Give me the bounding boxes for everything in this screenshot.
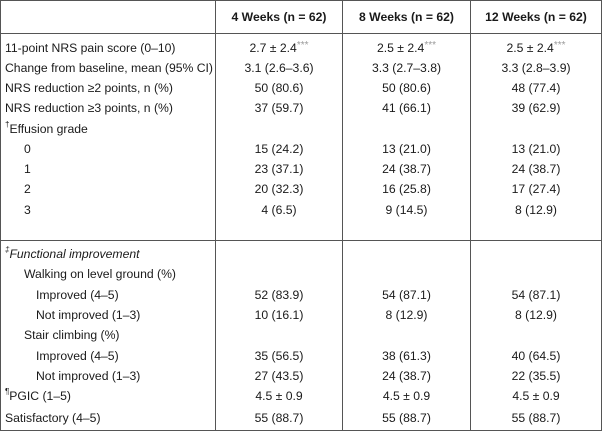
significance-mark: *** — [424, 40, 437, 52]
table-row: NRS reduction ≥3 points, n (%) 37 (59.7)… — [0, 98, 602, 119]
cell-value: 9 (14.5) — [342, 199, 471, 220]
cell-value: 37 (59.7) — [215, 98, 343, 119]
header-12-weeks: 12 Weeks (n = 62) — [470, 0, 602, 34]
significance-mark: *** — [296, 40, 309, 52]
significance-mark: *** — [553, 40, 566, 52]
cell-value: 16 (25.8) — [342, 179, 471, 200]
cell-value: 15 (24.2) — [215, 138, 343, 159]
cell-value: 4.5 ± 0.9 — [470, 385, 602, 407]
table-row: 11-point NRS pain score (0–10) 2.7 ± 2.4… — [0, 33, 602, 58]
footnote-mark: ¶ — [5, 387, 10, 397]
cell-value: 3.1 (2.6–3.6) — [215, 57, 343, 78]
section-functional: ‡Functional improvement Walking on level… — [0, 239, 602, 431]
table-row: Change from baseline, mean (95% CI) 3.1 … — [0, 57, 602, 78]
pgic-label: ¶PGIC (1–5) — [0, 385, 216, 407]
row-label: Not improved (1–3) — [0, 304, 216, 326]
cell-value: 52 (83.9) — [215, 284, 343, 305]
table-row: ¶PGIC (1–5) 4.5 ± 0.9 4.5 ± 0.9 4.5 ± 0.… — [0, 385, 602, 407]
functional-heading: ‡Functional improvement — [0, 239, 216, 265]
cell-value: 39 (62.9) — [470, 98, 602, 119]
cell-value: 50 (80.6) — [342, 77, 471, 99]
stair-heading: Stair climbing (%) — [0, 325, 216, 346]
table-row: 3 4 (6.5) 9 (14.5) 8 (12.9) — [0, 199, 602, 220]
cell-value: 24 (38.7) — [342, 365, 471, 386]
cell-value: 2.5 ± 2.4*** — [342, 33, 471, 58]
cell-value: 48 (77.4) — [470, 77, 602, 99]
table-row: 1 23 (37.1) 24 (38.7) 24 (38.7) — [0, 158, 602, 180]
table-row: Satisfactory (4–5) 55 (88.7) 55 (88.7) 5… — [0, 406, 602, 431]
cell-value: 4.5 ± 0.9 — [215, 385, 343, 407]
cell-value: 55 (88.7) — [342, 406, 471, 431]
table-row: †Effusion grade — [0, 118, 602, 139]
cell-value: 40 (64.5) — [470, 345, 602, 366]
table-row: Not improved (1–3) 10 (16.1) 8 (12.9) 8 … — [0, 304, 602, 326]
cell-value: 13 (21.0) — [470, 138, 602, 159]
cell-value: 35 (56.5) — [215, 345, 343, 366]
cell-value: 23 (37.1) — [215, 158, 343, 180]
row-label: NRS reduction ≥2 points, n (%) — [0, 77, 216, 99]
table-row: 0 15 (24.2) 13 (21.0) 13 (21.0) — [0, 138, 602, 159]
header-row: 4 Weeks (n = 62) 8 Weeks (n = 62) 12 Wee… — [0, 0, 602, 34]
cell-value: 54 (87.1) — [342, 284, 471, 305]
cell-value: 8 (12.9) — [342, 304, 471, 326]
cell-value: 2.5 ± 2.4*** — [470, 33, 602, 58]
section-spacer — [0, 219, 602, 241]
table-row: Walking on level ground (%) — [0, 264, 602, 285]
header-empty — [0, 0, 216, 34]
row-label: 11-point NRS pain score (0–10) — [0, 33, 216, 58]
row-label: 0 — [0, 138, 216, 159]
footnote-mark: † — [5, 119, 10, 129]
row-label: 2 — [0, 179, 216, 200]
row-label: Not improved (1–3) — [0, 365, 216, 386]
cell-value: 55 (88.7) — [470, 406, 602, 431]
cell-value: 20 (32.3) — [215, 179, 343, 200]
table-row: Stair climbing (%) — [0, 325, 602, 346]
row-label: 3 — [0, 199, 216, 220]
effusion-heading: †Effusion grade — [0, 118, 216, 139]
walking-heading: Walking on level ground (%) — [0, 264, 216, 285]
cell-value: 2.7 ± 2.4*** — [215, 33, 343, 58]
row-label: 1 — [0, 158, 216, 180]
cell-value: 22 (35.5) — [470, 365, 602, 386]
cell-value: 17 (27.4) — [470, 179, 602, 200]
cell-value: 8 (12.9) — [470, 304, 602, 326]
row-label: Improved (4–5) — [0, 284, 216, 305]
row-label: Change from baseline, mean (95% CI) — [0, 57, 216, 78]
row-label: Satisfactory (4–5) — [0, 406, 216, 431]
cell-value: 10 (16.1) — [215, 304, 343, 326]
table-row: Improved (4–5) 35 (56.5) 38 (61.3) 40 (6… — [0, 345, 602, 366]
cell-value: 8 (12.9) — [470, 199, 602, 220]
table-row: NRS reduction ≥2 points, n (%) 50 (80.6)… — [0, 77, 602, 99]
table-row: ‡Functional improvement — [0, 239, 602, 265]
table-row: 2 20 (32.3) 16 (25.8) 17 (27.4) — [0, 179, 602, 200]
row-label: NRS reduction ≥3 points, n (%) — [0, 98, 216, 119]
cell-value: 4.5 ± 0.9 — [342, 385, 471, 407]
cell-value: 38 (61.3) — [342, 345, 471, 366]
cell-value: 4 (6.5) — [215, 199, 343, 220]
table-row: Improved (4–5) 52 (83.9) 54 (87.1) 54 (8… — [0, 284, 602, 305]
footnote-mark: ‡ — [5, 245, 10, 255]
section-pain-effusion: 11-point NRS pain score (0–10) 2.7 ± 2.4… — [0, 33, 602, 241]
cell-value: 55 (88.7) — [215, 406, 343, 431]
header-8-weeks: 8 Weeks (n = 62) — [342, 0, 471, 34]
cell-value: 3.3 (2.8–3.9) — [470, 57, 602, 78]
cell-value: 24 (38.7) — [470, 158, 602, 180]
cell-value: 41 (66.1) — [342, 98, 471, 119]
table-row: Not improved (1–3) 27 (43.5) 24 (38.7) 2… — [0, 365, 602, 386]
header-4-weeks: 4 Weeks (n = 62) — [215, 0, 343, 34]
row-label: Improved (4–5) — [0, 345, 216, 366]
cell-value: 54 (87.1) — [470, 284, 602, 305]
cell-value: 13 (21.0) — [342, 138, 471, 159]
cell-value: 50 (80.6) — [215, 77, 343, 99]
cell-value: 24 (38.7) — [342, 158, 471, 180]
cell-value: 3.3 (2.7–3.8) — [342, 57, 471, 78]
cell-value: 27 (43.5) — [215, 365, 343, 386]
